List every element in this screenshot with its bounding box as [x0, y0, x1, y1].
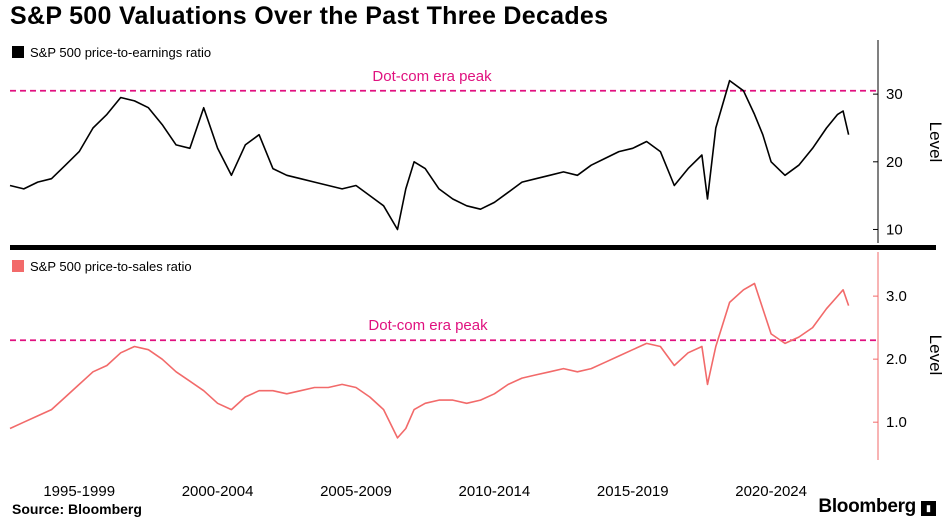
- ps-series-line: [9, 282, 850, 439]
- x-tick-label: 2010-2014: [458, 483, 530, 500]
- pe-y-axis-title: Level: [926, 122, 945, 163]
- ps-legend-label: S&P 500 price-to-sales ratio: [30, 259, 192, 274]
- ps-y-axis-title: Level: [926, 335, 945, 376]
- x-tick-label: 2015-2019: [597, 483, 669, 500]
- pe-y-ticks: 10 20 30: [873, 86, 903, 238]
- bloomberg-terminal-icon: ▮: [921, 501, 936, 516]
- x-tick-label: 2000-2004: [182, 483, 254, 500]
- source-note: Source: Bloomberg: [12, 501, 142, 517]
- ps-peak-label: Dot-com era peak: [368, 317, 488, 334]
- y-tick-label: 30: [886, 86, 903, 103]
- x-tick-label: 2005-2009: [320, 483, 392, 500]
- x-tick-label: 2020-2024: [735, 483, 807, 500]
- panel-separator: [10, 245, 936, 250]
- brand-logo: Bloomberg: [818, 496, 916, 517]
- y-tick-label: 10: [886, 221, 903, 238]
- pe-peak-label: Dot-com era peak: [372, 68, 492, 85]
- y-tick-label: 20: [886, 154, 903, 171]
- chart-title: S&P 500 Valuations Over the Past Three D…: [10, 2, 609, 30]
- pe-series-line: [9, 79, 850, 231]
- pe-legend-swatch: [12, 46, 24, 58]
- pe-legend-label: S&P 500 price-to-earnings ratio: [30, 45, 211, 60]
- x-axis: 1995-1999 2000-2004 2005-2009 2010-2014 2015…: [43, 483, 807, 500]
- ps-y-ticks: 1.0 2.0 3.0: [873, 288, 907, 431]
- pe-panel: S&P 500 price-to-earnings ratio Dot-com …: [9, 40, 945, 243]
- x-tick-label: 1995-1999: [43, 483, 115, 500]
- ps-legend-swatch: [12, 260, 24, 272]
- y-tick-label: 1.0: [886, 414, 907, 431]
- y-tick-label: 2.0: [886, 351, 907, 368]
- y-tick-label: 3.0: [886, 288, 907, 305]
- ps-panel: S&P 500 price-to-sales ratio Dot-com era…: [9, 252, 945, 460]
